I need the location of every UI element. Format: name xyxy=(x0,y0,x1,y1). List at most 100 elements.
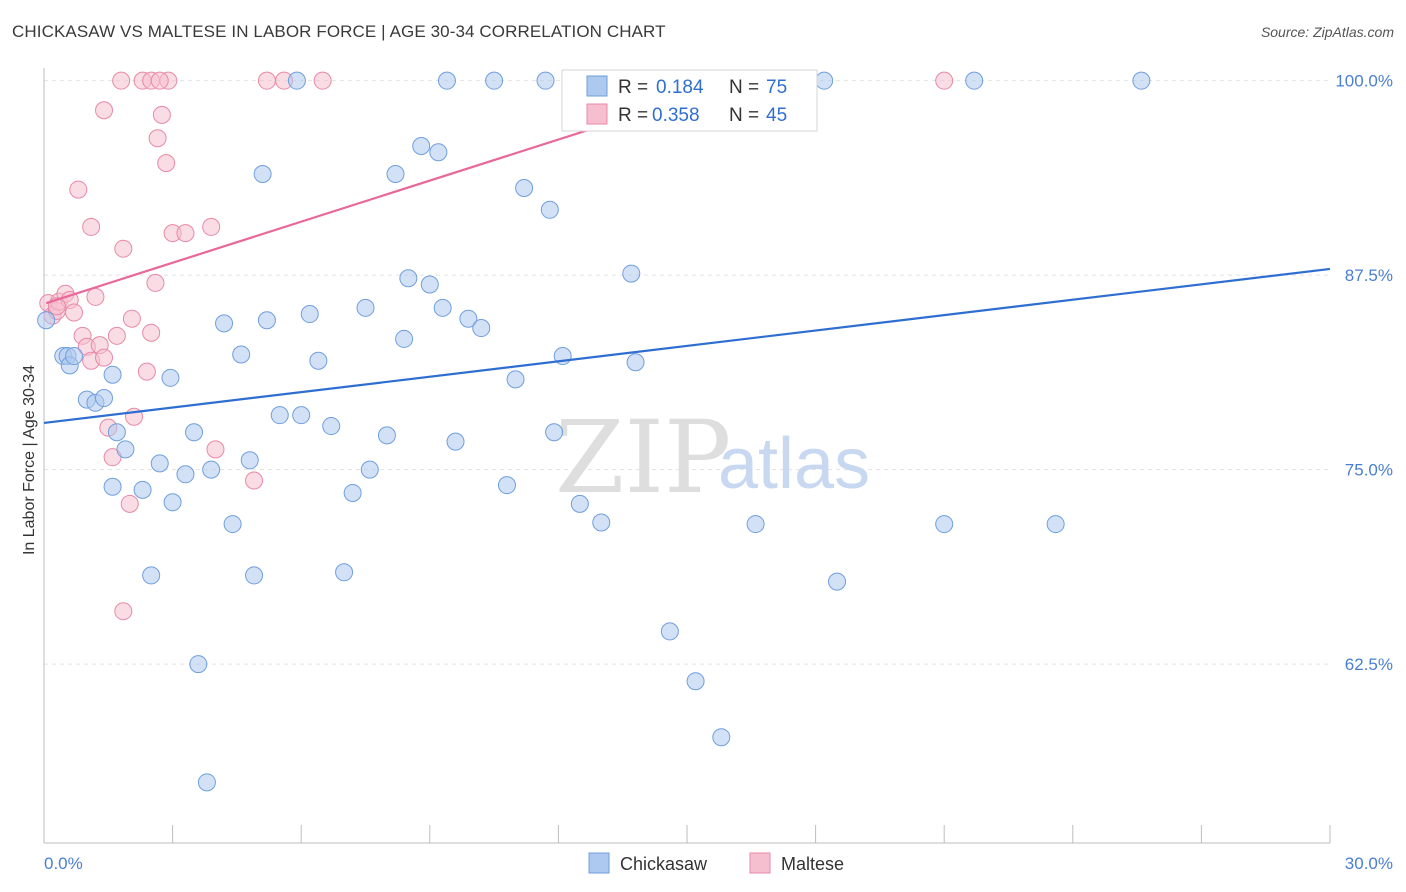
chickasaw-point xyxy=(189,655,208,674)
maltese-point xyxy=(152,105,171,124)
chickasaw-point xyxy=(65,347,84,366)
bottom-legend-label-maltese: Maltese xyxy=(781,854,844,874)
chickasaw-point xyxy=(712,728,731,747)
chickasaw-point xyxy=(420,275,439,294)
chickasaw-point xyxy=(746,515,765,534)
chickasaw-point xyxy=(815,71,834,90)
chickasaw-point xyxy=(686,672,705,691)
chickasaw-point xyxy=(335,563,354,582)
chickasaw-point xyxy=(485,71,504,90)
chickasaw-point xyxy=(215,314,234,333)
maltese-point xyxy=(69,180,88,199)
chickasaw-point xyxy=(322,417,341,436)
chickasaw-point xyxy=(287,71,306,90)
chickasaw-point xyxy=(292,406,311,425)
chickasaw-point xyxy=(437,71,456,90)
chickasaw-point xyxy=(545,423,564,442)
chickasaw-point xyxy=(965,71,984,90)
chickasaw-point xyxy=(935,515,954,534)
maltese-point xyxy=(257,71,276,90)
legend-box: R = 0.184 N = 75 R = 0.358 N = 45 xyxy=(561,69,818,132)
chickasaw-point xyxy=(163,493,182,512)
chickasaw-point xyxy=(257,311,276,330)
chickasaw-point xyxy=(270,406,289,425)
chickasaw-point xyxy=(1132,71,1151,90)
chickasaw-point xyxy=(142,566,161,585)
maltese-point xyxy=(313,71,332,90)
chickasaw-point xyxy=(497,476,516,495)
bottom-legend: Chickasaw Maltese xyxy=(588,852,844,874)
bottom-legend-label-chickasaw: Chickasaw xyxy=(620,854,708,874)
bottom-legend-swatch-maltese xyxy=(749,852,771,874)
legend-n-label: N = xyxy=(729,105,759,126)
maltese-point xyxy=(107,326,126,345)
maltese-point xyxy=(95,348,114,367)
y-axis-label: In Labor Force | Age 30-34 xyxy=(21,365,38,555)
legend-r-value: 0.358 xyxy=(652,105,700,126)
y-tick-label: 87.5% xyxy=(1345,266,1393,285)
axes: 100.0% 87.5% 75.0% 62.5% 0.0% 30.0% xyxy=(43,68,1393,873)
maltese-point xyxy=(65,303,84,322)
maltese-point xyxy=(206,440,225,459)
legend-swatch-maltese xyxy=(586,103,608,125)
x-tick-label: 30.0% xyxy=(1345,854,1393,873)
chickasaw-point xyxy=(622,264,641,283)
legend-n-value: 45 xyxy=(766,105,787,126)
chickasaw-point xyxy=(412,137,431,156)
chickasaw-point xyxy=(300,305,319,324)
legend-r-label: R = xyxy=(618,77,648,98)
maltese-point xyxy=(120,494,139,513)
chickasaw-point xyxy=(107,423,126,442)
chickasaw-point xyxy=(37,311,56,330)
chickasaw-point xyxy=(540,200,559,219)
maltese-point xyxy=(86,287,105,306)
watermark-atlas: atlas xyxy=(718,424,870,504)
chickasaw-point xyxy=(515,179,534,198)
chickasaw-point xyxy=(343,483,362,502)
chickasaw-point xyxy=(245,566,264,585)
chickasaw-point xyxy=(592,513,611,532)
maltese-point xyxy=(114,239,133,258)
maltese-point xyxy=(82,217,101,236)
y-tick-label: 100.0% xyxy=(1335,72,1393,91)
watermark: ZIP atlas xyxy=(555,399,870,516)
x-tick-label: 0.0% xyxy=(44,854,83,873)
chickasaw-point xyxy=(253,165,272,184)
chickasaw-trend-line xyxy=(43,267,1331,425)
y-tick-label: 75.0% xyxy=(1345,461,1393,480)
grid-lines xyxy=(44,80,1330,665)
chickasaw-point xyxy=(202,460,221,479)
chickasaw-point xyxy=(626,353,645,372)
chickasaw-point xyxy=(360,460,379,479)
chickasaw-point xyxy=(356,298,375,317)
chickasaw-point xyxy=(240,451,259,470)
chickasaw-point xyxy=(429,143,448,162)
data-points xyxy=(37,71,1151,792)
chickasaw-point xyxy=(472,319,491,338)
chickasaw-point xyxy=(1046,515,1065,534)
chickasaw-point xyxy=(446,432,465,451)
maltese-point xyxy=(146,273,165,292)
maltese-point xyxy=(148,129,167,148)
chickasaw-point xyxy=(197,773,216,792)
chickasaw-point xyxy=(395,329,414,348)
maltese-point xyxy=(176,224,195,243)
chickasaw-point xyxy=(377,426,396,445)
maltese-point xyxy=(137,362,156,381)
chickasaw-point xyxy=(150,454,169,473)
maltese-point xyxy=(114,602,133,621)
chickasaw-point xyxy=(386,165,405,184)
maltese-point xyxy=(142,323,161,342)
maltese-point xyxy=(95,101,114,120)
legend-swatch-chickasaw xyxy=(586,75,608,97)
y-tick-label: 62.5% xyxy=(1345,655,1393,674)
chickasaw-point xyxy=(433,298,452,317)
chickasaw-point xyxy=(95,389,114,408)
chickasaw-point xyxy=(399,269,418,288)
bottom-legend-swatch-chickasaw xyxy=(588,852,610,874)
maltese-point xyxy=(245,471,264,490)
chickasaw-point xyxy=(176,465,195,484)
chickasaw-point xyxy=(223,515,242,534)
chickasaw-point xyxy=(828,572,847,591)
